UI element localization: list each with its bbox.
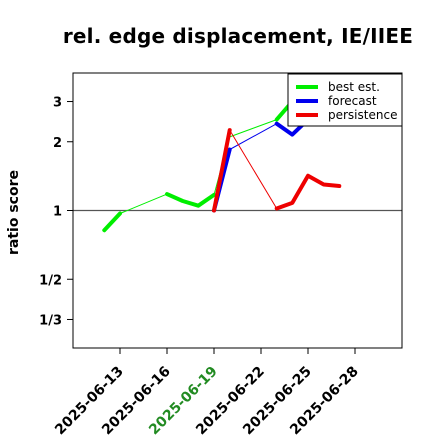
legend-label: persistence xyxy=(328,108,397,122)
series-line-best-est-0 xyxy=(102,211,122,233)
legend-label: best est. xyxy=(328,80,380,94)
chart-title: rel. edge displacement, IE/IIEE xyxy=(62,24,414,48)
series-line-forecast-1 xyxy=(229,123,278,150)
y-tick-label: 2 xyxy=(53,136,62,151)
series-line-best-est-2 xyxy=(165,192,216,208)
y-tick-label: 1/3 xyxy=(39,313,62,328)
series-line-persistence-2 xyxy=(274,173,342,211)
series-line-persistence-1 xyxy=(229,129,278,209)
series-line-best-est-1 xyxy=(119,193,168,214)
y-tick-label: 1 xyxy=(53,205,62,220)
legend-label: forecast xyxy=(328,94,377,108)
y-tick-label: 1/2 xyxy=(39,273,62,288)
plot-area xyxy=(73,96,402,233)
y-axis-label: ratio score xyxy=(6,170,22,255)
y-tick-label: 3 xyxy=(53,96,62,111)
series-line-persistence-0 xyxy=(212,128,232,213)
